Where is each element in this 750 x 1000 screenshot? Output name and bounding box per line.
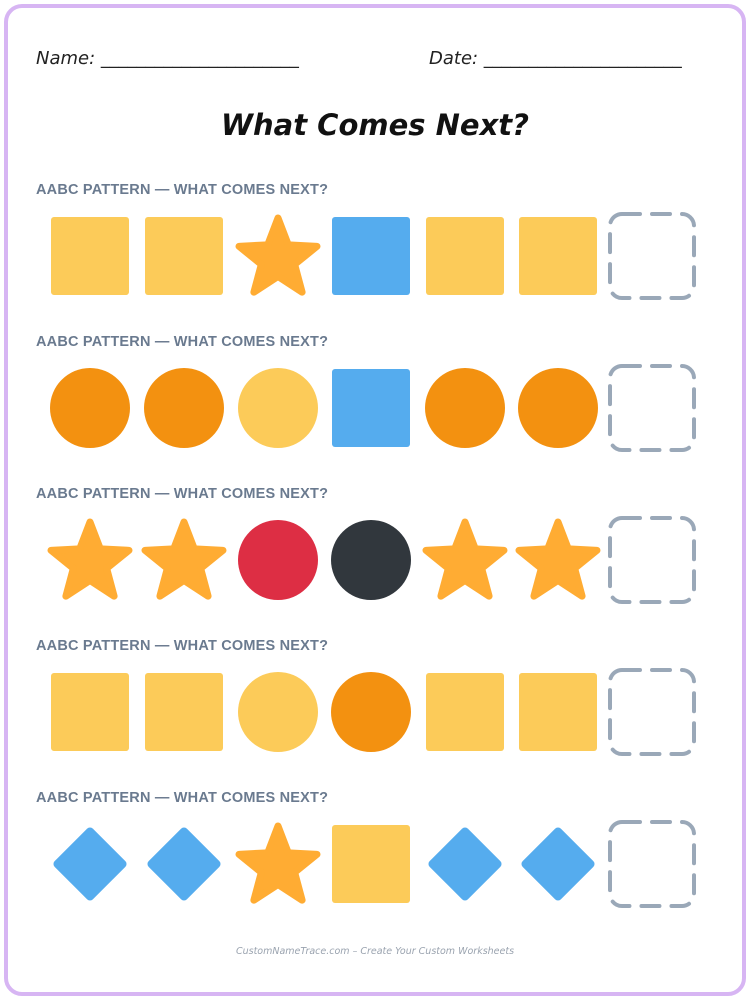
pattern-row-label: AABC PATTERN — WHAT COMES NEXT?: [36, 790, 329, 806]
diamond-mark: [147, 827, 221, 901]
pattern-row-label: AABC PATTERN — WHAT COMES NEXT?: [36, 638, 329, 654]
square-mark: [519, 673, 597, 751]
star-icon: [136, 512, 232, 608]
circle-mark: [331, 520, 411, 600]
square-mark: [332, 217, 410, 295]
star-mark: [235, 214, 321, 296]
circle-mark: [331, 672, 411, 752]
blank-mark: [608, 516, 696, 604]
square-shape: [136, 208, 232, 304]
star-icon: [42, 512, 138, 608]
worksheet-title: What Comes Next?: [221, 108, 529, 142]
star-icon: [417, 512, 513, 608]
circle-shape: [136, 360, 232, 456]
square-mark: [145, 217, 223, 295]
pattern-row: [0, 208, 750, 304]
answer-box[interactable]: [604, 664, 700, 760]
blank-mark: [608, 820, 696, 908]
square-shape: [417, 208, 513, 304]
star-mark: [235, 822, 321, 904]
circle-shape: [230, 664, 326, 760]
pattern-row-label: AABC PATTERN — WHAT COMES NEXT?: [36, 182, 329, 198]
date-field[interactable]: Date: ______________________: [429, 48, 682, 69]
diamond-shape: [136, 816, 232, 912]
square-shape: [510, 208, 606, 304]
blank-mark: [608, 668, 696, 756]
diamond-shape: [417, 816, 513, 912]
blank-mark: [608, 212, 696, 300]
pattern-row-label: AABC PATTERN — WHAT COMES NEXT?: [36, 334, 329, 350]
star-mark: [47, 518, 133, 600]
pattern-row: [0, 816, 750, 912]
circle-shape: [230, 512, 326, 608]
diamond-mark: [53, 827, 127, 901]
diamond-shape: [42, 816, 138, 912]
square-shape: [417, 664, 513, 760]
square-shape: [42, 664, 138, 760]
name-field[interactable]: Name: ______________________: [36, 48, 299, 69]
square-shape: [323, 360, 419, 456]
star-icon: [230, 816, 326, 912]
circle-shape: [230, 360, 326, 456]
circle-shape: [42, 360, 138, 456]
square-mark: [332, 825, 410, 903]
answer-box[interactable]: [604, 208, 700, 304]
circle-mark: [50, 368, 130, 448]
star-icon: [230, 208, 326, 304]
circle-shape: [417, 360, 513, 456]
answer-box[interactable]: [604, 816, 700, 912]
square-shape: [510, 664, 606, 760]
pattern-row: [0, 360, 750, 456]
square-shape: [42, 208, 138, 304]
diamond-shape: [510, 816, 606, 912]
pattern-row: [0, 664, 750, 760]
square-shape: [323, 816, 419, 912]
square-mark: [332, 369, 410, 447]
circle-shape: [323, 664, 419, 760]
blank-mark: [608, 364, 696, 452]
square-shape: [136, 664, 232, 760]
square-mark: [519, 217, 597, 295]
star-icon: [510, 512, 606, 608]
circle-shape: [323, 512, 419, 608]
star-mark: [422, 518, 508, 600]
square-mark: [426, 673, 504, 751]
circle-mark: [425, 368, 505, 448]
circle-mark: [518, 368, 598, 448]
star-mark: [141, 518, 227, 600]
circle-mark: [238, 520, 318, 600]
square-mark: [51, 673, 129, 751]
pattern-row: [0, 512, 750, 608]
pattern-row-label: AABC PATTERN — WHAT COMES NEXT?: [36, 486, 329, 502]
answer-box[interactable]: [604, 360, 700, 456]
square-mark: [145, 673, 223, 751]
square-mark: [426, 217, 504, 295]
circle-mark: [144, 368, 224, 448]
answer-box[interactable]: [604, 512, 700, 608]
star-mark: [515, 518, 601, 600]
circle-mark: [238, 672, 318, 752]
circle-mark: [238, 368, 318, 448]
square-mark: [51, 217, 129, 295]
footer-credit: CustomNameTrace.com – Create Your Custom…: [235, 946, 515, 957]
circle-shape: [510, 360, 606, 456]
diamond-mark: [521, 827, 595, 901]
square-shape: [323, 208, 419, 304]
diamond-mark: [428, 827, 502, 901]
